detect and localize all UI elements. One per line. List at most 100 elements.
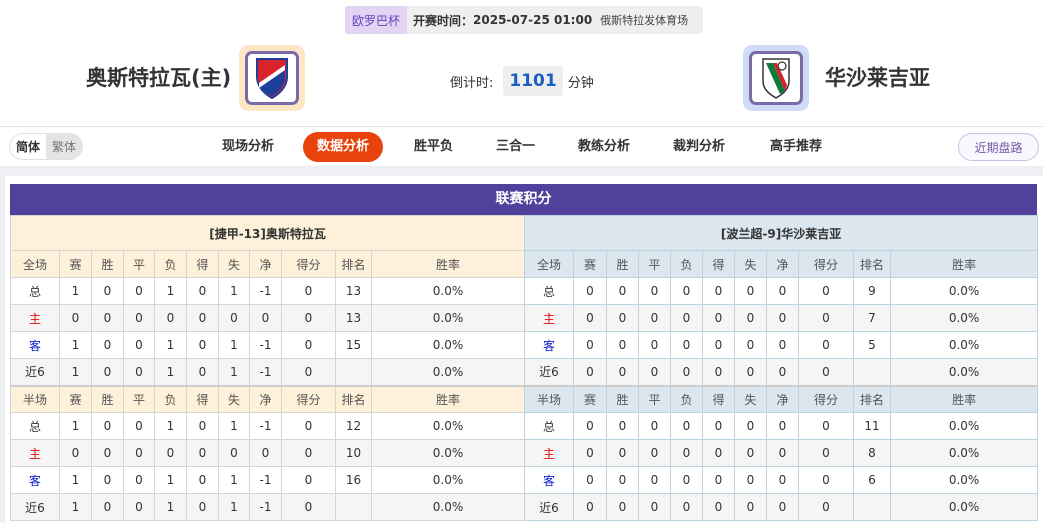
table-cell: 1 — [154, 493, 187, 521]
table-cell: 0 — [670, 304, 703, 332]
table-cell: -1 — [249, 412, 282, 440]
tab-coach-analysis[interactable]: 教练分析 — [578, 139, 631, 154]
table-cell: 0 — [670, 412, 703, 440]
tab-data-analysis[interactable]: 数据分析 — [303, 132, 384, 162]
table-cell — [335, 358, 372, 386]
table-cell: 0 — [281, 277, 336, 305]
table-cell: 0 — [186, 304, 219, 332]
table-cell: 0 — [606, 304, 639, 332]
column-header: 全场 — [10, 250, 60, 278]
table-cell: 0 — [734, 358, 767, 386]
table-cell: 0 — [186, 358, 219, 386]
table-cell: 0 — [573, 412, 607, 440]
table-cell: 0 — [91, 277, 124, 305]
table-row: 主 0 0 0 0 0 0 0 0 10 0.0% — [10, 439, 526, 467]
table-cell: -1 — [249, 277, 282, 305]
table-cell: 0 — [734, 493, 767, 521]
column-header: 胜 — [91, 384, 124, 413]
table-cell: 1 — [154, 358, 187, 386]
column-header: 失 — [734, 250, 767, 278]
column-header: 赛 — [59, 250, 92, 278]
competition-label[interactable]: 欧罗巴杯 — [345, 6, 408, 34]
table-cell: 0 — [123, 331, 155, 359]
column-header: 平 — [123, 384, 155, 413]
table-cell: 0.0% — [370, 331, 526, 359]
table-cell: 0 — [573, 439, 607, 467]
table-cell: 0 — [91, 358, 124, 386]
table-cell: -1 — [249, 493, 282, 521]
table-cell: 0 — [734, 277, 767, 305]
column-header: 半场 — [10, 384, 60, 413]
team-caption-row: [波兰超-9]华沙莱吉亚 — [523, 215, 1039, 251]
table-cell: 0 — [281, 466, 336, 494]
table-cell: 0 — [702, 466, 735, 494]
table-cell: 0 — [186, 412, 219, 440]
table-cell: 12 — [335, 412, 372, 440]
table-cell: 0 — [798, 331, 854, 359]
table-cell: 0 — [186, 277, 219, 305]
table-cell: 0 — [638, 412, 671, 440]
column-header: 失 — [218, 250, 250, 278]
row-label: 总 — [10, 277, 60, 305]
row-label: 总 — [524, 412, 574, 440]
column-header: 胜率 — [370, 384, 526, 413]
away-team-logo[interactable] — [743, 45, 809, 111]
column-header: 排名 — [335, 384, 372, 413]
table-cell: 1 — [59, 331, 92, 359]
column-header: 负 — [154, 384, 187, 413]
tab-live-analysis[interactable]: 现场分析 — [222, 139, 275, 154]
language-toggle[interactable]: 简体 繁体 — [9, 133, 84, 160]
recent-handicap-button[interactable]: 近期盘路 — [958, 133, 1039, 161]
table-cell: 0 — [123, 304, 155, 332]
tab-referee-analysis[interactable]: 裁判分析 — [673, 139, 726, 154]
traditional-option[interactable]: 繁体 — [46, 134, 83, 159]
table-cell: 0 — [798, 493, 854, 521]
table-cell: 1 — [154, 466, 187, 494]
table-cell: 0 — [91, 412, 124, 440]
table-cell: 0 — [670, 493, 703, 521]
table-cell: 0 — [766, 277, 799, 305]
column-header: 排名 — [853, 384, 891, 413]
table-cell: 0 — [702, 439, 735, 467]
table-cell: 1 — [218, 358, 250, 386]
column-header: 负 — [670, 384, 703, 413]
home-team-logo[interactable] — [239, 45, 305, 111]
row-label: 近6 — [10, 493, 60, 521]
column-header: 胜 — [606, 384, 639, 413]
table-cell: 1 — [59, 466, 92, 494]
column-header: 排名 — [335, 250, 372, 278]
table-row: 总 0 0 0 0 0 0 0 0 11 0.0% — [524, 412, 1039, 440]
table-cell: 0 — [606, 358, 639, 386]
table-cell: 0.0% — [889, 493, 1039, 521]
column-header: 排名 — [853, 250, 891, 278]
table-cell: 0 — [766, 493, 799, 521]
table-cell: 0 — [798, 277, 854, 305]
full-header-row: 全场赛胜平负得失净得分 排名 胜率 — [524, 250, 1039, 278]
row-label: 主 — [10, 439, 60, 467]
column-header: 胜率 — [370, 250, 526, 278]
table-cell: 0 — [702, 304, 735, 332]
row-label: 总 — [524, 277, 574, 305]
table-cell: 0.0% — [889, 304, 1039, 332]
table-cell: 0 — [606, 466, 639, 494]
table-cell: 1 — [218, 493, 250, 521]
table-cell: 1 — [59, 277, 92, 305]
countdown-value: 1101 — [503, 66, 563, 96]
tab-win-draw-loss[interactable]: 胜平负 — [414, 139, 454, 154]
table-cell: 0 — [186, 331, 219, 359]
table-cell: 0 — [734, 331, 767, 359]
table-cell: 0 — [606, 277, 639, 305]
column-header: 净 — [249, 250, 282, 278]
tab-three-in-one[interactable]: 三合一 — [496, 139, 536, 154]
table-row: 总 1 0 0 1 0 1 -1 0 13 0.0% — [10, 277, 526, 305]
table-cell: 0 — [154, 304, 187, 332]
away-team-name: 华沙莱吉亚 — [825, 66, 930, 90]
simplified-option[interactable]: 简体 — [16, 140, 41, 154]
table-cell: 1 — [59, 493, 92, 521]
tab-expert-tips[interactable]: 高手推荐 — [770, 139, 823, 154]
table-cell: 16 — [335, 466, 372, 494]
away-crest-icon — [762, 58, 790, 99]
table-cell: 0 — [638, 358, 671, 386]
column-header: 赛 — [573, 384, 607, 413]
table-row: 主 0 0 0 0 0 0 0 0 13 0.0% — [10, 304, 526, 332]
